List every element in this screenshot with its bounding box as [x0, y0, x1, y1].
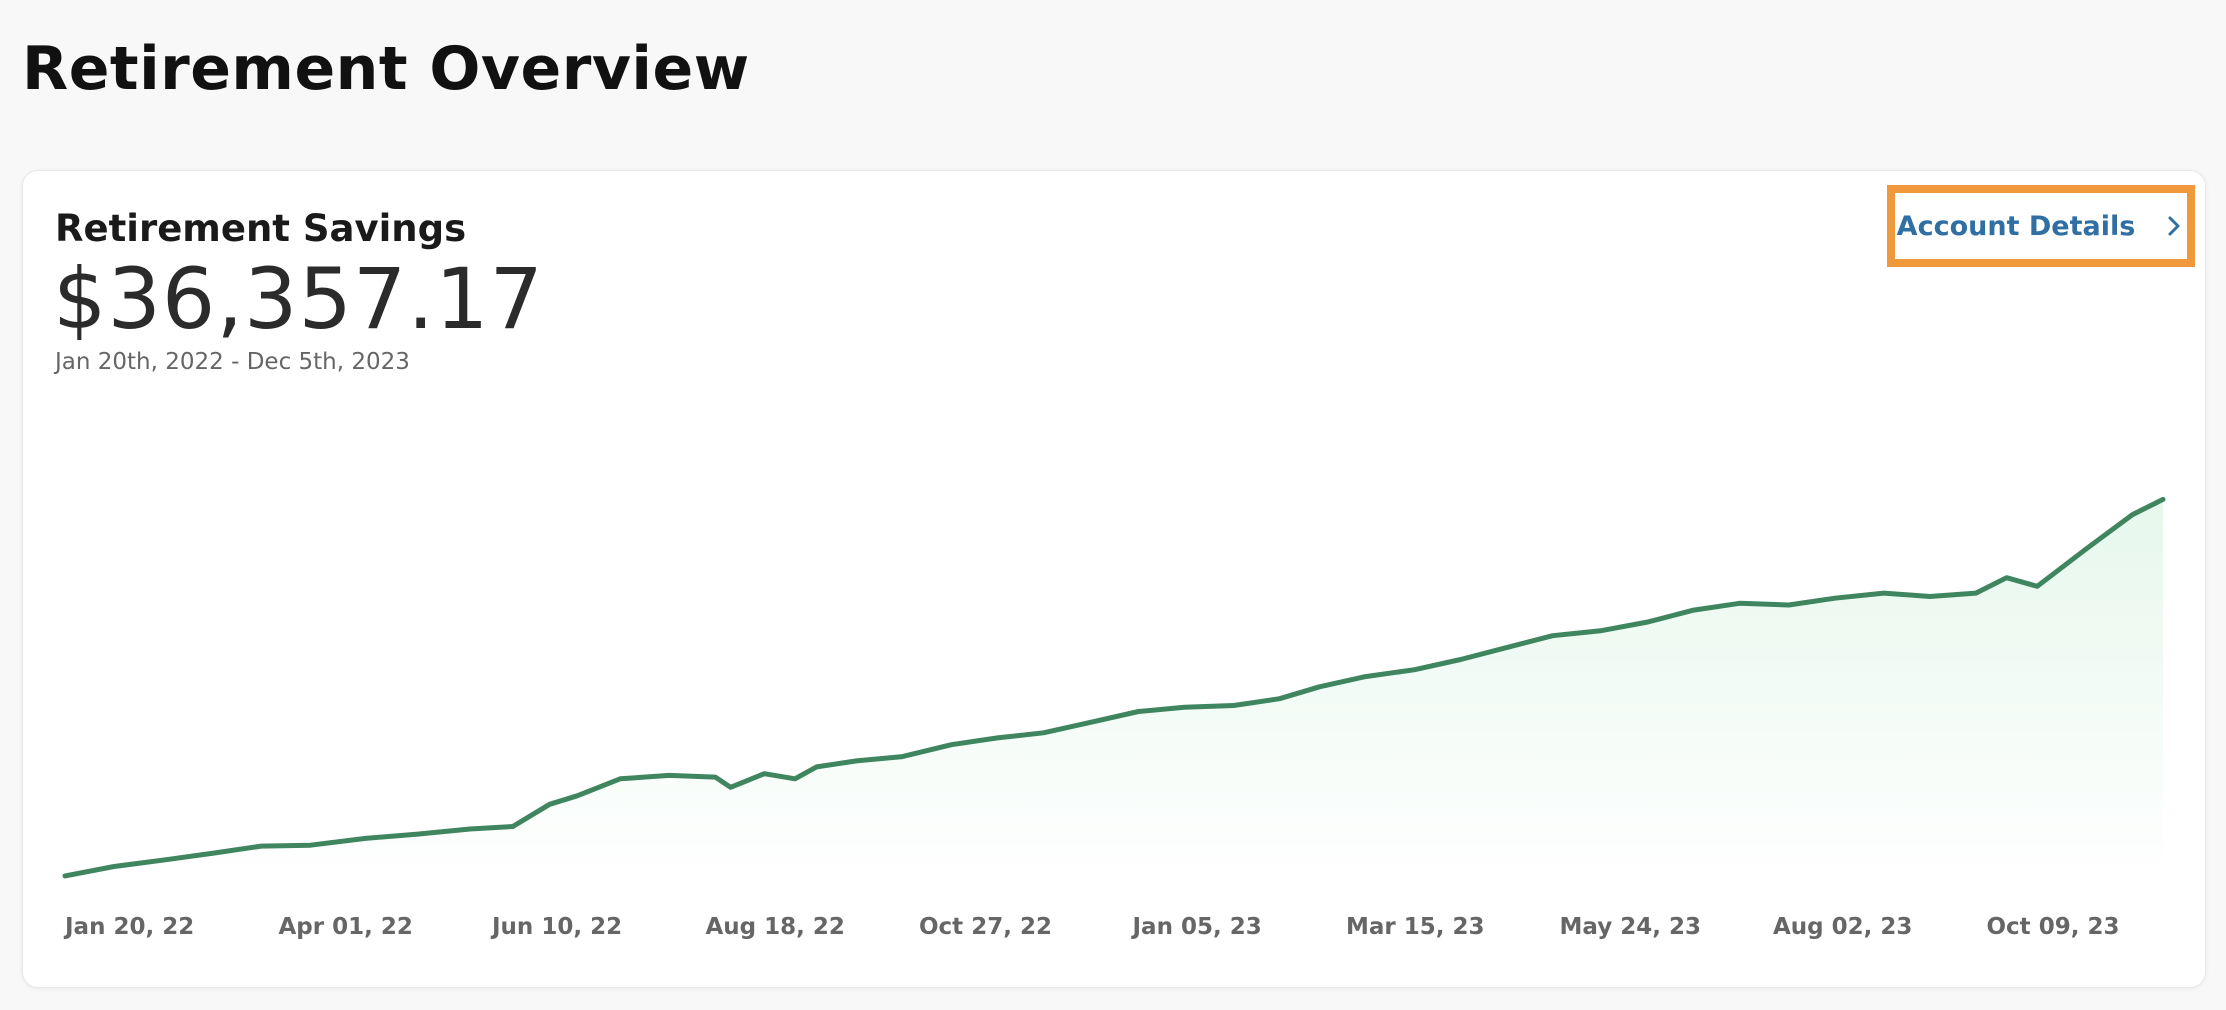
x-tick-label: Oct 09, 23 [1987, 914, 2120, 940]
page-title: Retirement Overview [22, 34, 750, 104]
x-tick-label: Apr 01, 22 [279, 914, 413, 940]
x-tick-label: Jan 05, 23 [1131, 914, 1262, 940]
x-tick-label: Oct 27, 22 [919, 914, 1052, 940]
x-tick-label: Jan 20, 22 [63, 914, 194, 940]
card-title: Retirement Savings [55, 207, 467, 250]
x-tick-label: Aug 02, 23 [1773, 914, 1912, 940]
savings-chart: Jan 20, 22 Apr 01, 22 Jun 10, 22 Aug 18, 22… [62, 496, 2166, 940]
x-tick-label: Jun 10, 22 [490, 914, 622, 940]
x-tick-label: Mar 15, 23 [1346, 914, 1485, 940]
date-range: Jan 20th, 2022 - Dec 5th, 2023 [55, 349, 410, 375]
account-details-button[interactable]: Account Details [1887, 185, 2195, 267]
balance-amount: $36,357.17 [53, 250, 544, 348]
x-tick-label: May 24, 23 [1560, 914, 1701, 940]
x-tick-label: Aug 18, 22 [706, 914, 845, 940]
x-axis-ticks: Jan 20, 22 Apr 01, 22 Jun 10, 22 Aug 18, 22… [63, 914, 2119, 940]
savings-area-fill [65, 499, 2163, 881]
retirement-savings-card: Jan 20, 22 Apr 01, 22 Jun 10, 22 Aug 18, 22… [22, 170, 2206, 988]
account-details-label: Account Details [1896, 210, 2136, 242]
chart-plot-area [62, 496, 2166, 881]
chevron-right-icon [2168, 216, 2180, 236]
